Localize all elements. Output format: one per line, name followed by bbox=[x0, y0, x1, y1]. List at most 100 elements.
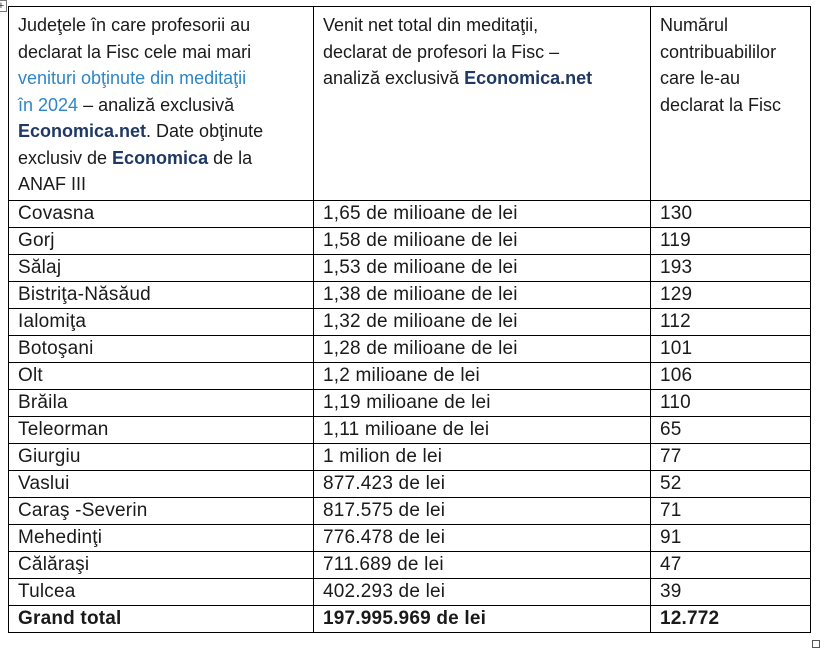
header-line: în 2024 – analiză exclusivă bbox=[18, 92, 311, 119]
text-run: de la bbox=[208, 147, 253, 168]
text-run: declarat la Fisc bbox=[660, 94, 782, 115]
taxpayers-cell[interactable]: 52 bbox=[650, 469, 811, 498]
income-cell[interactable]: 1,32 de milioane de lei bbox=[313, 307, 651, 336]
text-run: în 2024 bbox=[18, 94, 79, 115]
county-cell[interactable]: Călăraşi bbox=[8, 550, 314, 579]
table-row: Olt 1,2 milioane de lei 106 bbox=[8, 361, 811, 390]
text-run: Numărul bbox=[660, 15, 729, 35]
county-cell[interactable]: Giurgiu bbox=[8, 442, 314, 471]
table-row: Gorj 1,58 de milioane de lei 119 bbox=[8, 226, 811, 255]
header-line: contribuabililor bbox=[660, 39, 808, 66]
text-run: Judeţele în care profesorii au bbox=[18, 15, 251, 35]
county-cell[interactable]: Bistriţa-Năsăud bbox=[8, 280, 314, 309]
header-row: Judeţele în care profesorii au declarat l… bbox=[8, 6, 811, 201]
taxpayers-cell[interactable]: 65 bbox=[650, 415, 811, 444]
county-cell[interactable]: Sălaj bbox=[8, 253, 314, 282]
income-cell[interactable]: 711.689 de lei bbox=[313, 550, 651, 579]
county-cell[interactable]: Covasna bbox=[8, 199, 314, 228]
county-cell[interactable]: Brăila bbox=[8, 388, 314, 417]
table-row: Teleorman 1,11 milioane de lei 65 bbox=[8, 415, 811, 444]
header-line: declarat la Fisc cele mai mari bbox=[18, 39, 311, 66]
text-run: venituri obţinute din meditaţii bbox=[18, 68, 247, 88]
taxpayers-cell[interactable]: 110 bbox=[650, 388, 811, 417]
header-cell-income[interactable]: Venit net total din meditaţii, declarat d… bbox=[313, 6, 651, 201]
header-line: exclusiv de Economica de la bbox=[18, 145, 311, 172]
county-cell[interactable]: Olt bbox=[8, 361, 314, 390]
table-row: Ialomiţa 1,32 de milioane de lei 112 bbox=[8, 307, 811, 336]
county-cell[interactable]: Vaslui bbox=[8, 469, 314, 498]
taxpayers-cell[interactable]: 47 bbox=[650, 550, 811, 579]
text-run: – analiză exclusivă bbox=[78, 94, 235, 115]
text-run: . Date obţinute bbox=[146, 121, 264, 141]
county-cell[interactable]: Gorj bbox=[8, 226, 314, 255]
income-cell[interactable]: 197.995.969 de lei bbox=[313, 604, 651, 633]
grand-total-row: Grand total 197.995.969 de lei 12.772 bbox=[8, 604, 811, 633]
text-run: Economica bbox=[112, 147, 209, 168]
text-run: exclusiv de bbox=[18, 147, 113, 168]
county-cell[interactable]: Mehedinţi bbox=[8, 523, 314, 552]
income-cell[interactable]: 776.478 de lei bbox=[313, 523, 651, 552]
taxpayers-cell[interactable]: 101 bbox=[650, 334, 811, 363]
header-line: Venit net total din meditaţii, bbox=[323, 12, 648, 39]
data-table: Judeţele în care profesorii au declarat l… bbox=[8, 6, 811, 633]
income-cell[interactable]: 402.293 de lei bbox=[313, 577, 651, 606]
table-row: Sălaj 1,53 de milioane de lei 193 bbox=[8, 253, 811, 282]
table-resize-handle[interactable] bbox=[812, 640, 820, 648]
taxpayers-cell[interactable]: 119 bbox=[650, 226, 811, 255]
text-run: ANAF III bbox=[18, 174, 87, 194]
taxpayers-cell[interactable]: 77 bbox=[650, 442, 811, 471]
income-cell[interactable]: 1,38 de milioane de lei bbox=[313, 280, 651, 309]
table-row: Covasna 1,65 de milioane de lei 130 bbox=[8, 199, 811, 228]
table-row: Mehedinţi 776.478 de lei 91 bbox=[8, 523, 811, 552]
table-row: Giurgiu 1 milion de lei 77 bbox=[8, 442, 811, 471]
taxpayers-cell[interactable]: 106 bbox=[650, 361, 811, 390]
text-run: Economica.net bbox=[18, 121, 147, 141]
header-line: ANAF III bbox=[18, 171, 311, 198]
income-cell[interactable]: 1,28 de milioane de lei bbox=[313, 334, 651, 363]
table-row: Bistriţa-Năsăud 1,38 de milioane de lei 12… bbox=[8, 280, 811, 309]
header-cell-counties[interactable]: Judeţele în care profesorii au declarat l… bbox=[8, 6, 314, 201]
taxpayers-cell[interactable]: 130 bbox=[650, 199, 811, 228]
county-cell[interactable]: Grand total bbox=[8, 604, 314, 633]
table-row: Călăraşi 711.689 de lei 47 bbox=[8, 550, 811, 579]
taxpayers-cell[interactable]: 71 bbox=[650, 496, 811, 525]
taxpayers-cell[interactable]: 91 bbox=[650, 523, 811, 552]
header-line: declarat de profesori la Fisc – bbox=[323, 39, 648, 66]
taxpayers-cell[interactable]: 129 bbox=[650, 280, 811, 309]
text-run: Economica.net bbox=[464, 68, 593, 88]
income-cell[interactable]: 877.423 de lei bbox=[313, 469, 651, 498]
table-row: Botoşani 1,28 de milioane de lei 101 bbox=[8, 334, 811, 363]
income-cell[interactable]: 1,11 milioane de lei bbox=[313, 415, 651, 444]
income-cell[interactable]: 817.575 de lei bbox=[313, 496, 651, 525]
taxpayers-cell[interactable]: 39 bbox=[650, 577, 811, 606]
text-run: declarat la Fisc cele mai mari bbox=[18, 41, 252, 62]
table-row: Tulcea 402.293 de lei 39 bbox=[8, 577, 811, 606]
text-run: declarat de profesori la Fisc – bbox=[323, 41, 560, 62]
county-cell[interactable]: Teleorman bbox=[8, 415, 314, 444]
taxpayers-cell[interactable]: 12.772 bbox=[650, 604, 811, 633]
taxpayers-cell[interactable]: 112 bbox=[650, 307, 811, 336]
text-run: Venit net total din meditaţii, bbox=[323, 15, 539, 35]
header-line: analiză exclusivă Economica.net bbox=[323, 65, 648, 92]
table-row: Caraş -Severin 817.575 de lei 71 bbox=[8, 496, 811, 525]
income-cell[interactable]: 1,58 de milioane de lei bbox=[313, 226, 651, 255]
text-run: analiză exclusivă bbox=[323, 68, 465, 88]
income-cell[interactable]: 1,2 milioane de lei bbox=[313, 361, 651, 390]
header-line: Numărul bbox=[660, 12, 808, 39]
text-run: contribuabililor bbox=[660, 41, 777, 62]
header-line: care le-au bbox=[660, 65, 808, 92]
income-cell[interactable]: 1,53 de milioane de lei bbox=[313, 253, 651, 282]
table-move-handle-icon[interactable]: + bbox=[0, 0, 7, 12]
income-cell[interactable]: 1,19 milioane de lei bbox=[313, 388, 651, 417]
table-row: Brăila 1,19 milioane de lei 110 bbox=[8, 388, 811, 417]
income-cell[interactable]: 1,65 de milioane de lei bbox=[313, 199, 651, 228]
county-cell[interactable]: Botoşani bbox=[8, 334, 314, 363]
county-cell[interactable]: Ialomiţa bbox=[8, 307, 314, 336]
county-cell[interactable]: Caraş -Severin bbox=[8, 496, 314, 525]
county-cell[interactable]: Tulcea bbox=[8, 577, 314, 606]
income-cell[interactable]: 1 milion de lei bbox=[313, 442, 651, 471]
header-cell-taxpayers[interactable]: Numărul contribuabililor care le-au declara… bbox=[650, 6, 811, 201]
header-line: venituri obţinute din meditaţii bbox=[18, 65, 311, 92]
taxpayers-cell[interactable]: 193 bbox=[650, 253, 811, 282]
